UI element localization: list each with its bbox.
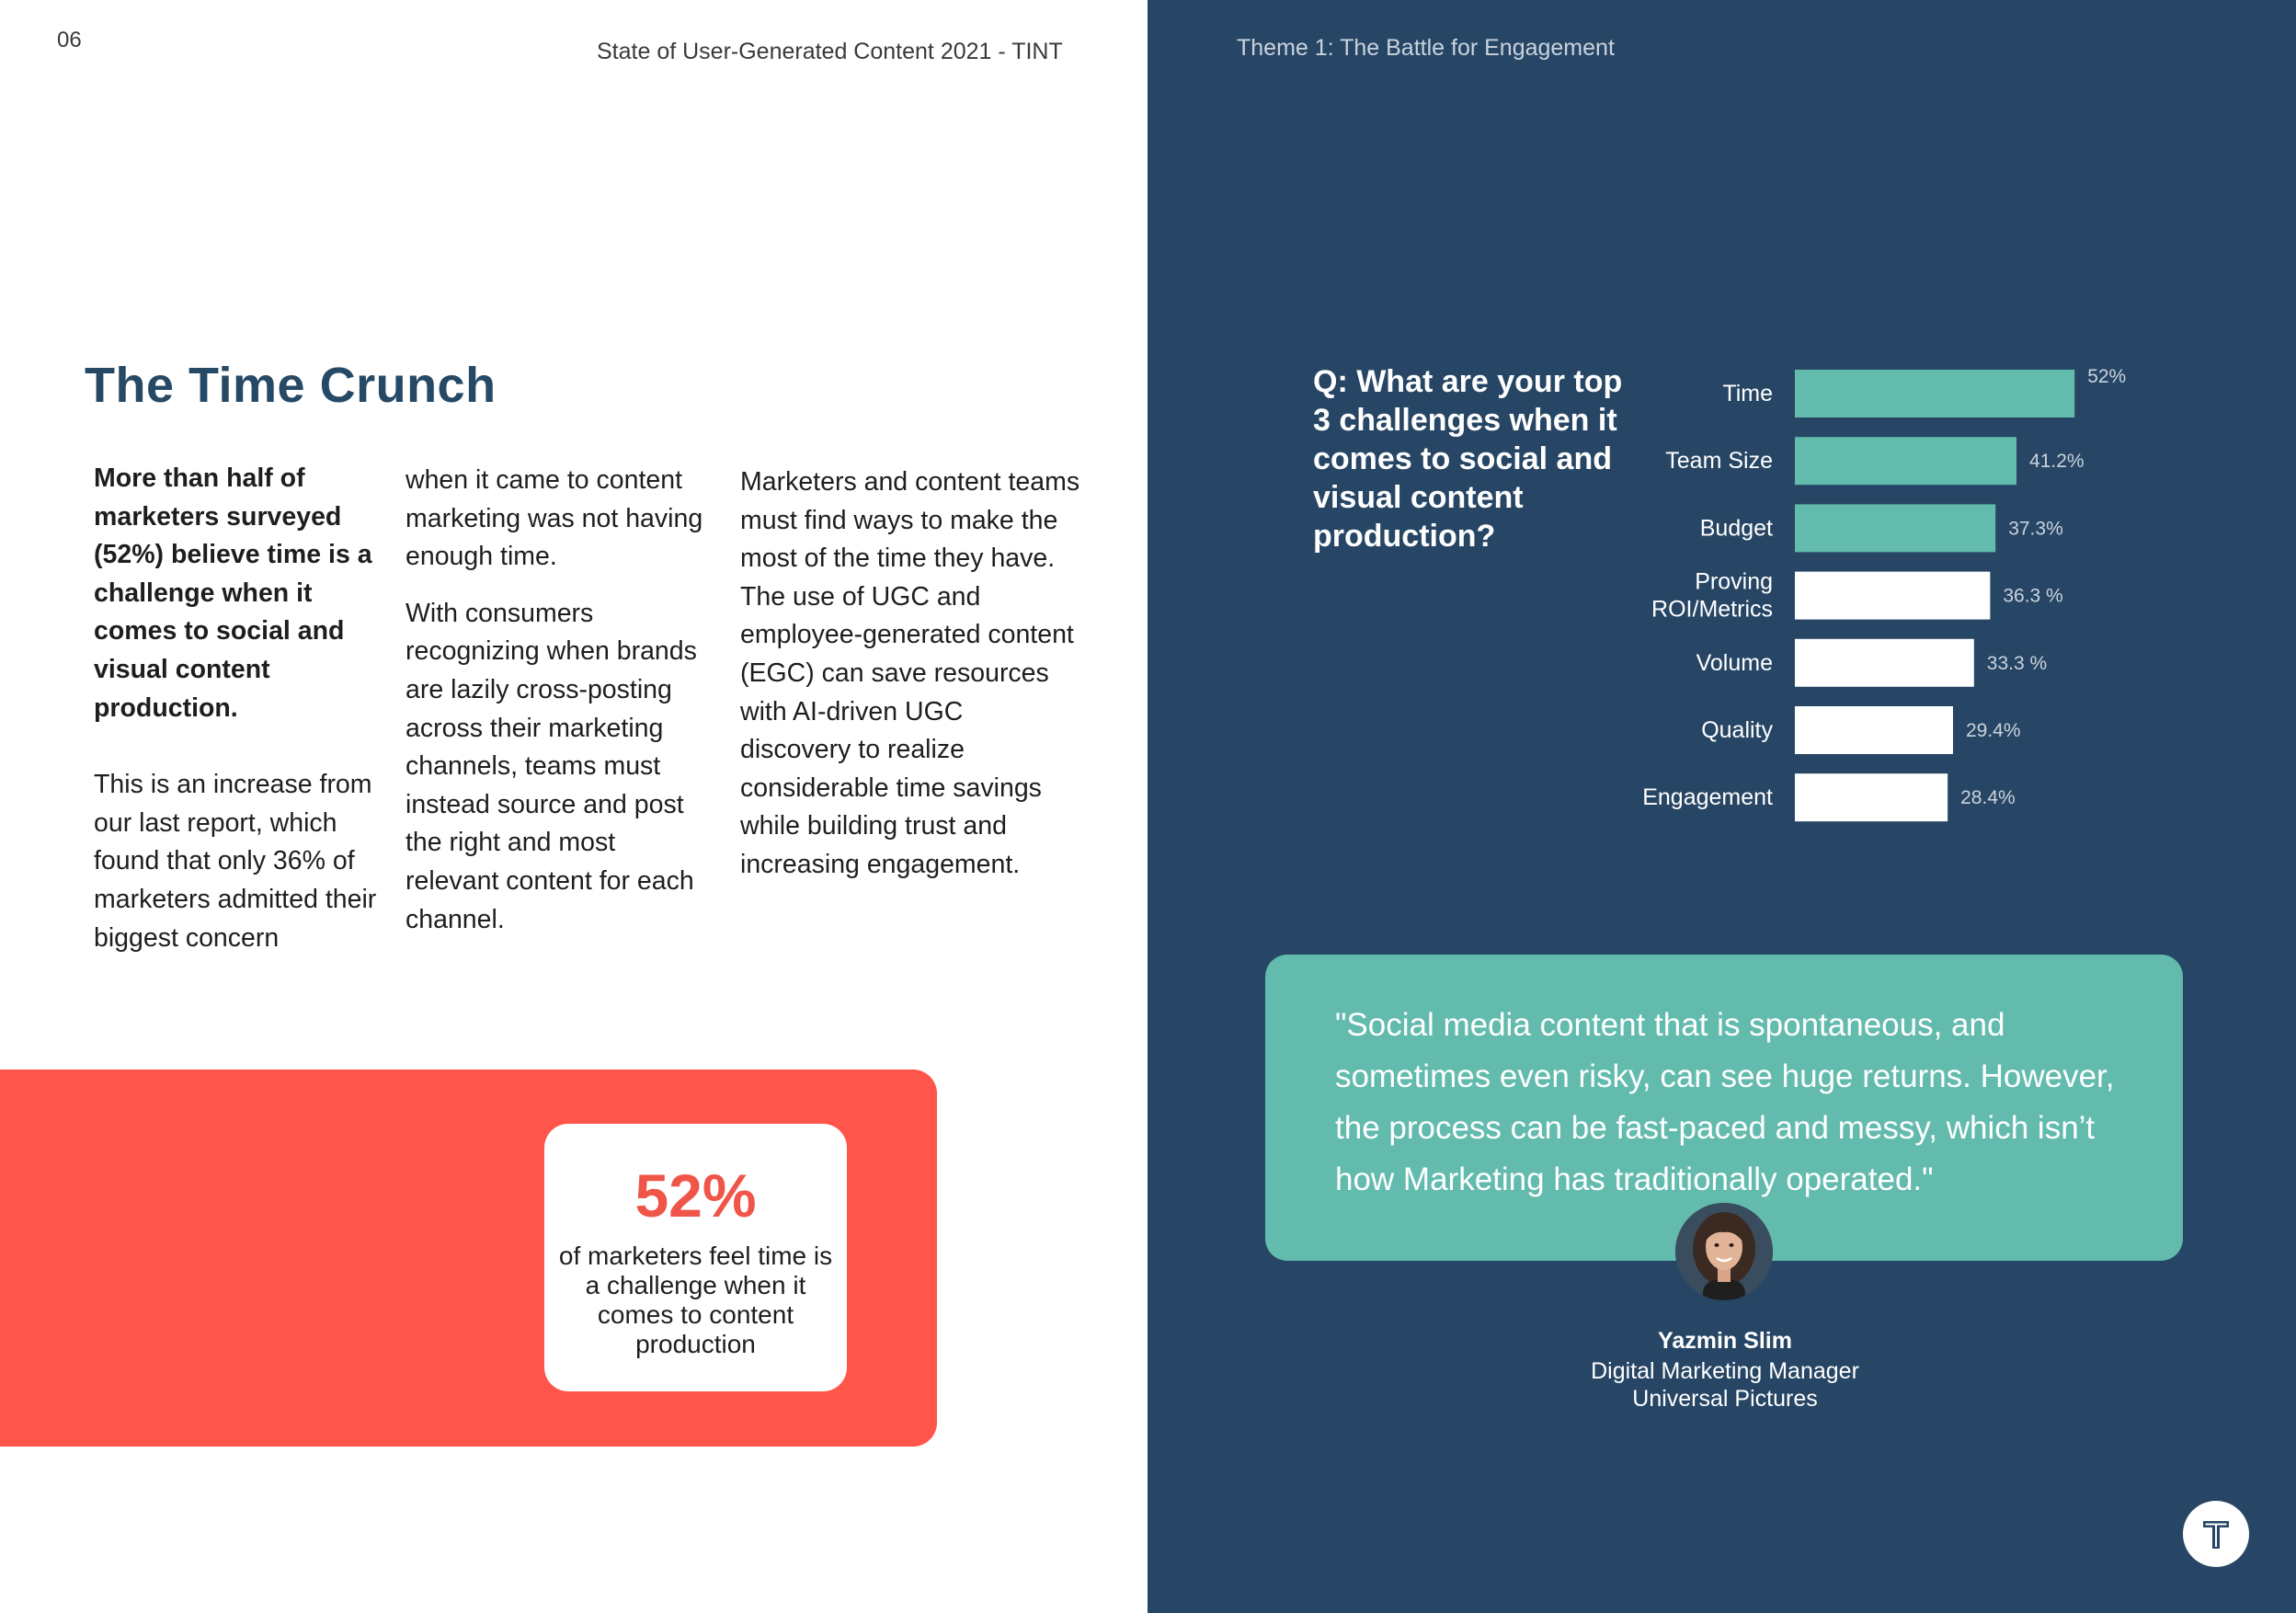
category-label: Time	[1722, 381, 1773, 406]
body-paragraph: Marketers and content teams must find wa…	[740, 467, 1080, 879]
body-paragraph: when it came to content marketing was no…	[406, 465, 703, 572]
body-paragraph: With consumers recognizing when brands a…	[406, 598, 697, 934]
bar-proving-roi-metrics	[1795, 571, 1991, 620]
quote-text: "Social media content that is spontaneou…	[1335, 1007, 2115, 1197]
stat-caption: of marketers feel time is a challenge wh…	[558, 1241, 833, 1358]
value-label: 29.4%	[1966, 720, 2021, 741]
stat-value: 52%	[634, 1161, 757, 1230]
speaker-avatar	[1675, 1203, 1773, 1300]
category-label: Volume	[1696, 650, 1773, 676]
bar-time	[1795, 370, 2075, 418]
bar-volume	[1795, 638, 1974, 687]
value-label: 52%	[2087, 366, 2126, 387]
text-column-1: More than half of marketers surveyed (52…	[94, 460, 379, 957]
text-column-3: Marketers and content teams must find wa…	[740, 463, 1080, 885]
bar-team-size	[1795, 437, 2017, 486]
right-page-panel	[1148, 0, 2296, 1613]
category-label: Budget	[1700, 515, 1773, 541]
chart-question: Q: What are your top 3 challenges when i…	[1313, 364, 1623, 554]
value-label: 41.2%	[2029, 451, 2085, 472]
stat-card: 52% of marketers feel time is a challeng…	[544, 1124, 847, 1391]
value-label: 33.3 %	[1987, 653, 2047, 674]
category-label: Quality	[1701, 717, 1773, 743]
challenges-bar-chart: Time 52% Team Size 41.2% Budget 37.3% Proving R…	[1642, 366, 2126, 822]
category-label: Engagement	[1642, 784, 1773, 810]
value-label: 28.4%	[1960, 787, 2016, 808]
speaker-company: Universal Pictures	[1632, 1386, 1818, 1412]
page-number: 06	[57, 28, 82, 52]
lead-paragraph: More than half of marketers surveyed (52…	[94, 463, 372, 723]
speaker-role: Digital Marketing Manager	[1591, 1358, 1859, 1384]
tint-logo-icon	[2183, 1501, 2249, 1567]
body-paragraph: This is an increase from our last report…	[94, 770, 377, 953]
category-label: Proving ROI/Metrics	[1651, 569, 1773, 623]
text-column-2: when it came to content marketing was no…	[406, 462, 709, 939]
theme-title: Theme 1: The Battle for Engagement	[1237, 35, 1615, 61]
value-label: 36.3 %	[2003, 586, 2062, 607]
bar-budget	[1795, 504, 1996, 553]
value-label: 37.3%	[2008, 518, 2063, 539]
section-heading: The Time Crunch	[85, 358, 497, 413]
bar-quality	[1795, 706, 1953, 754]
bar-engagement	[1795, 773, 1948, 822]
category-label: Team Size	[1665, 448, 1773, 474]
speaker-name: Yazmin Slim	[1658, 1328, 1792, 1354]
report-title: State of User-Generated Content 2021 - T…	[597, 39, 1063, 64]
